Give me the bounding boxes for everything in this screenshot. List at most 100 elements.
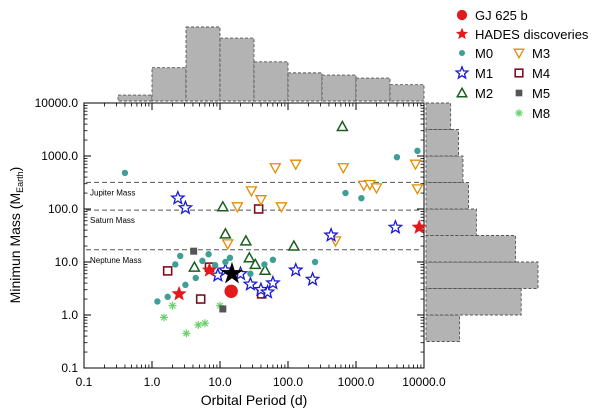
data-point-m0 bbox=[182, 281, 189, 289]
data-point-hades-discoveries bbox=[201, 262, 218, 277]
data-point-m8 bbox=[182, 329, 191, 338]
mass-histogram-bar bbox=[425, 129, 459, 157]
data-point-hades-discoveries bbox=[411, 219, 427, 234]
legend: GJ 625 b HADES discoveries M0 M3 M1 M4 M2 M5 M8 bbox=[454, 8, 589, 121]
period-histogram-bar bbox=[185, 26, 221, 102]
data-point-m5 bbox=[219, 305, 227, 313]
asterisk-stroke bbox=[160, 314, 168, 321]
y-axis-label-subscript: Earth bbox=[15, 171, 25, 193]
data-point-m2 bbox=[219, 227, 232, 239]
y-axis-label-main: Minimun Mass (M bbox=[7, 193, 23, 303]
data-point-m2 bbox=[239, 234, 253, 246]
legend-marker-m4 bbox=[514, 68, 524, 78]
data-point-m3 bbox=[275, 202, 288, 214]
data-point-m8 bbox=[200, 319, 209, 328]
y-tick-label: 1.0 bbox=[61, 308, 78, 322]
mass-histogram-bar bbox=[425, 261, 539, 289]
data-point-hades-discoveries bbox=[171, 285, 187, 301]
data-point-m0 bbox=[393, 153, 401, 161]
mass-histogram bbox=[425, 102, 539, 342]
legend-label: GJ 625 b bbox=[475, 8, 528, 23]
data-point-m8 bbox=[168, 301, 177, 310]
data-point-m4 bbox=[195, 294, 206, 304]
asterisk-stroke bbox=[195, 321, 202, 329]
data-point-m1 bbox=[265, 274, 281, 290]
data-point-m0 bbox=[261, 261, 268, 268]
asterisk-stroke bbox=[515, 109, 523, 117]
data-point-m0 bbox=[177, 252, 184, 260]
scatter-plot-area: Jupiter Mass Saturn Mass Neptune Mass 0.1 1… bbox=[35, 96, 446, 389]
mass-histogram-bar bbox=[425, 208, 477, 236]
data-point-m2 bbox=[336, 119, 349, 132]
plot-frame bbox=[83, 102, 425, 369]
y-tick-label: 100.0 bbox=[48, 202, 78, 216]
data-point-m1 bbox=[323, 226, 339, 242]
legend-label: M4 bbox=[532, 66, 550, 81]
mass-histogram-bar bbox=[425, 102, 452, 130]
x-tick-label: 10000.0 bbox=[402, 375, 446, 389]
x-tick-label: 10.0 bbox=[208, 375, 232, 389]
data-point-m0 bbox=[164, 293, 171, 301]
y-tick-label: 10000.0 bbox=[35, 96, 79, 110]
data-point-m3 bbox=[370, 183, 383, 195]
data-point-m1 bbox=[177, 199, 194, 215]
legend-marker-m1 bbox=[454, 65, 470, 80]
data-point-m0 bbox=[247, 270, 254, 277]
legend-label: M5 bbox=[532, 86, 550, 101]
data-point-m5 bbox=[190, 247, 198, 255]
data-point-m1 bbox=[242, 275, 259, 291]
legend-marker-m3 bbox=[513, 48, 525, 60]
legend-label: M2 bbox=[475, 86, 493, 101]
period-histogram-bar bbox=[355, 77, 391, 102]
reference-line-label: Jupiter Mass bbox=[90, 188, 135, 197]
legend-label: M3 bbox=[532, 46, 550, 61]
period-histogram bbox=[117, 26, 425, 102]
data-point-m1 bbox=[259, 283, 276, 299]
data-point-m3 bbox=[221, 239, 234, 251]
legend-marker-m0 bbox=[458, 49, 466, 57]
y-tick-label: 1000.0 bbox=[41, 149, 78, 163]
data-point-m0 bbox=[414, 147, 421, 155]
data-point-m0 bbox=[269, 256, 277, 264]
axis-ticks: 0.1 1.0 10.0 100.0 1000.0 10000.0 0.1 1.0 10.0 10… bbox=[35, 96, 446, 389]
data-point-m3 bbox=[289, 159, 302, 171]
period-histogram-bar bbox=[151, 67, 187, 102]
data-point-m1 bbox=[287, 261, 304, 277]
mass-histogram-bar bbox=[425, 155, 464, 183]
y-tick-label: 10.0 bbox=[55, 255, 79, 269]
data-point-m0 bbox=[311, 258, 319, 266]
data-points bbox=[121, 119, 427, 338]
data-point-m3 bbox=[409, 159, 422, 171]
data-point-m0 bbox=[205, 251, 212, 258]
legend-label: M0 bbox=[475, 46, 493, 61]
data-point-m2 bbox=[188, 260, 201, 272]
legend-marker-m8 bbox=[515, 109, 523, 117]
data-point-m8 bbox=[194, 320, 203, 329]
data-point-m0 bbox=[199, 257, 206, 265]
data-point-m0 bbox=[358, 194, 365, 202]
data-point-m0 bbox=[212, 262, 219, 269]
legend-marker-hades-discoveries bbox=[455, 27, 469, 40]
asterisk-stroke bbox=[169, 302, 176, 309]
legend-marker-m2 bbox=[455, 86, 469, 98]
period-histogram-bar bbox=[287, 72, 323, 102]
data-point-m3 bbox=[254, 195, 268, 207]
x-axis-label: Orbital Period (d) bbox=[201, 392, 308, 408]
legend-marker-gj-625-b bbox=[456, 9, 468, 21]
data-point-m4 bbox=[162, 266, 173, 276]
x-tick-label: 100.0 bbox=[273, 375, 303, 389]
data-point-m1 bbox=[304, 271, 321, 287]
data-point-m3 bbox=[269, 163, 282, 175]
period-histogram-bar bbox=[389, 84, 425, 102]
data-point-m0 bbox=[154, 298, 161, 305]
data-point-m3 bbox=[231, 202, 244, 214]
data-point-m1 bbox=[387, 219, 404, 235]
data-point-m0 bbox=[121, 169, 129, 177]
data-point-m1 bbox=[169, 189, 186, 205]
data-point-m4 bbox=[253, 204, 264, 214]
data-point-m0 bbox=[172, 261, 179, 268]
x-tick-label: 1000.0 bbox=[338, 375, 375, 389]
mass-histogram-bar bbox=[425, 235, 517, 263]
period-histogram-bar bbox=[219, 37, 255, 102]
